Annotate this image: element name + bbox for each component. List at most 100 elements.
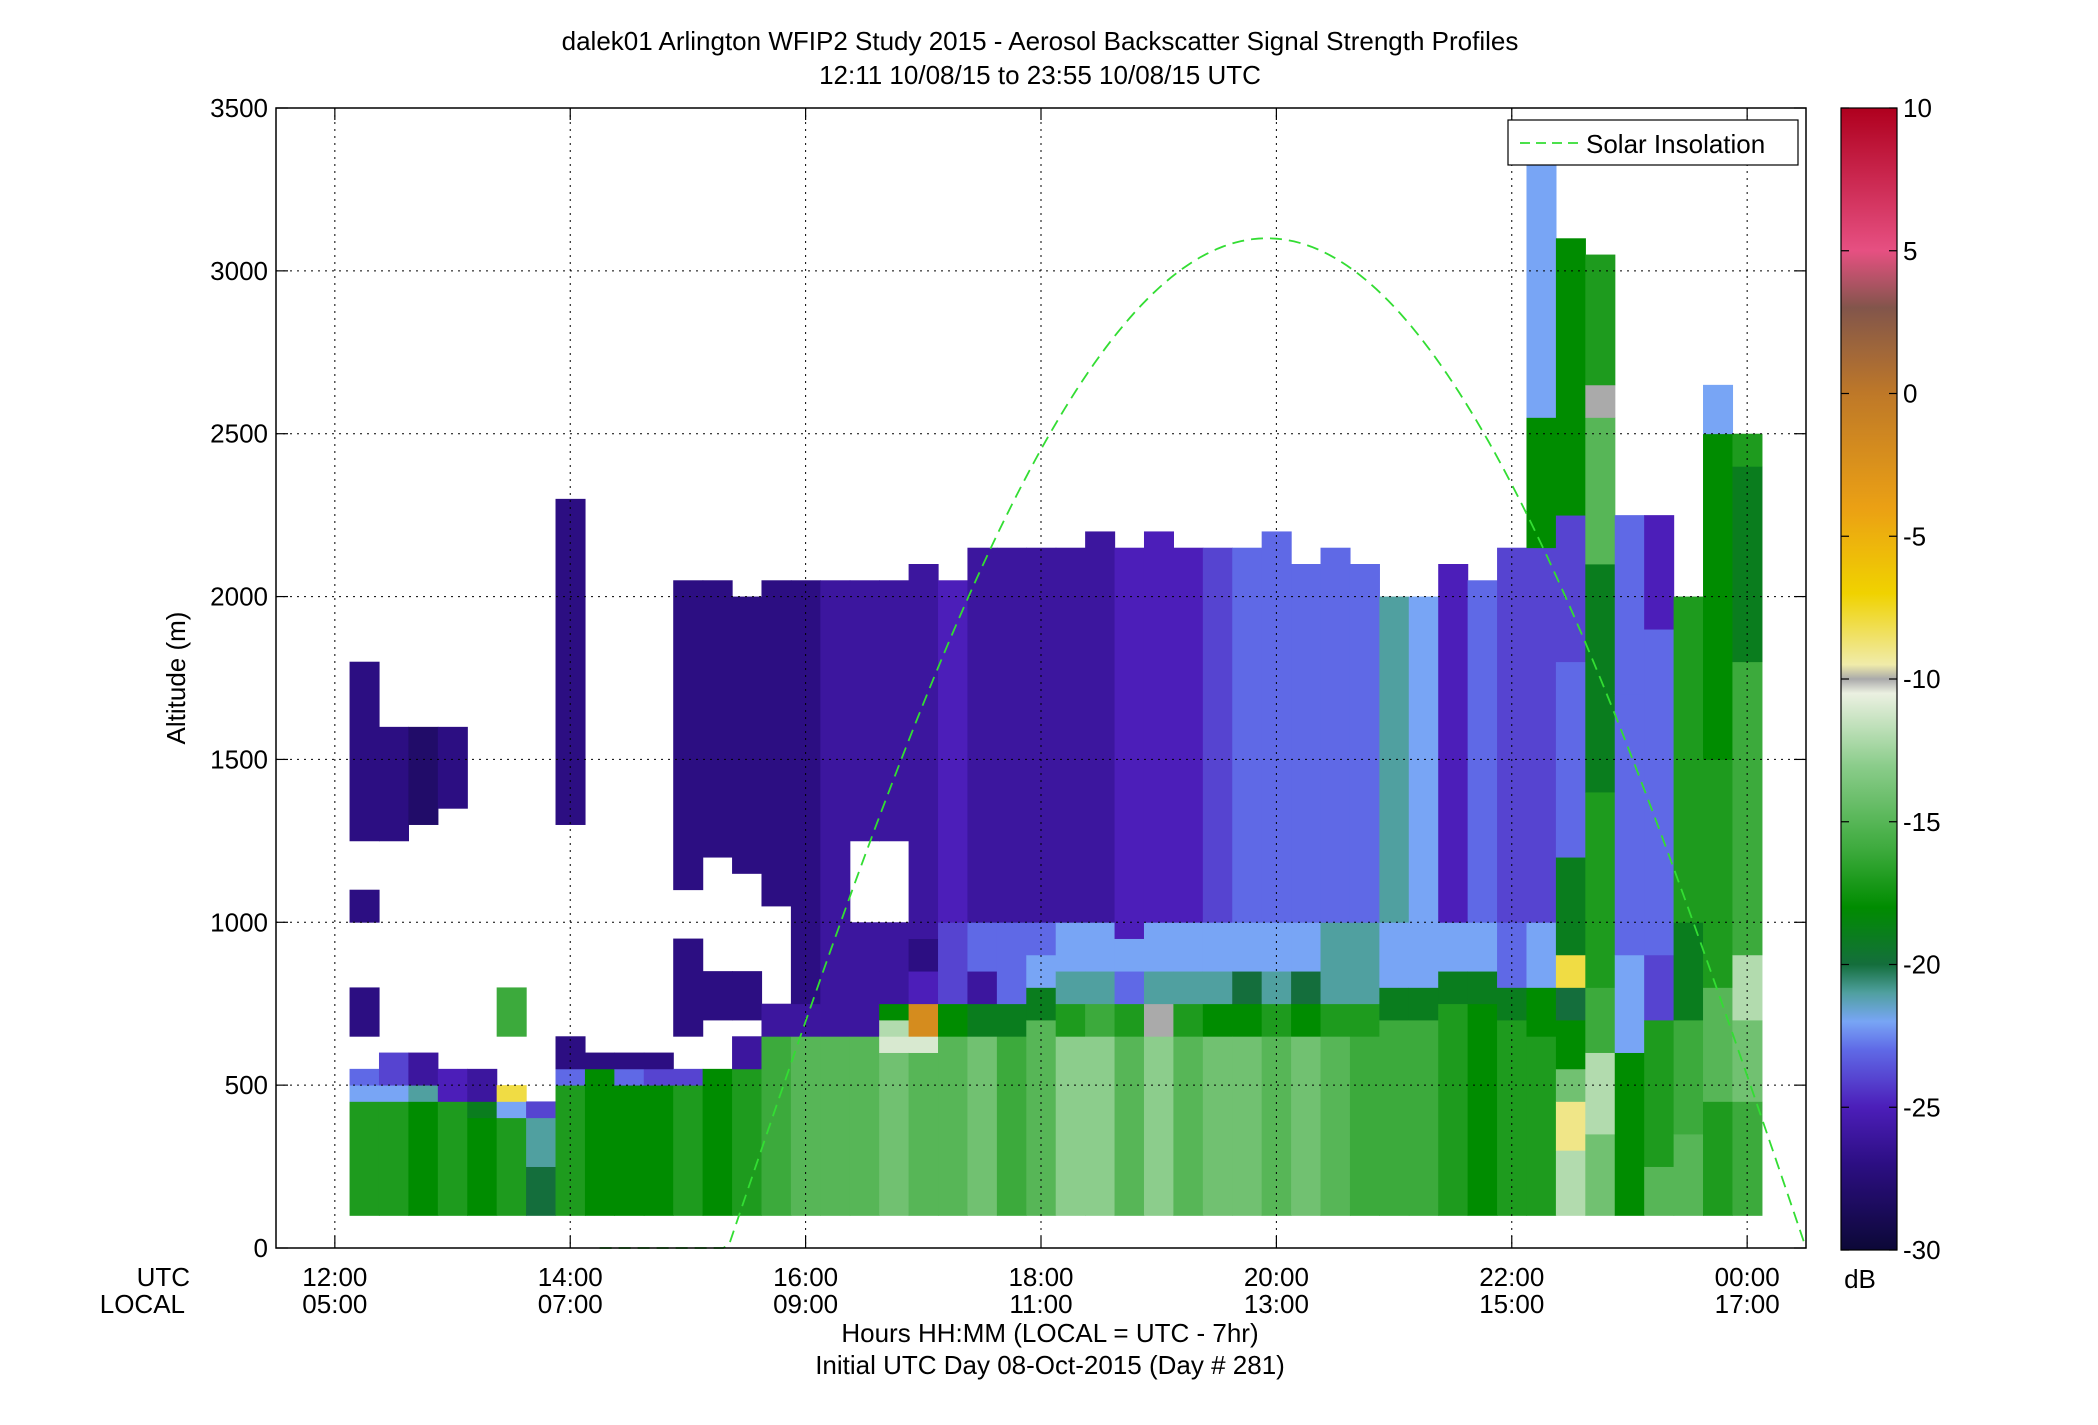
heatmap-cell bbox=[849, 922, 880, 988]
y-tick-label: 500 bbox=[225, 1070, 268, 1100]
chart-title: dalek01 Arlington WFIP2 Study 2015 - Aer… bbox=[562, 26, 1519, 56]
x-tick-label-utc: 12:00 bbox=[302, 1262, 367, 1292]
heatmap-cell bbox=[1143, 922, 1174, 972]
legend: Solar Insolation bbox=[1507, 119, 1799, 166]
heatmap-cell bbox=[467, 1101, 498, 1119]
colorbar-gradient bbox=[1841, 108, 1897, 1250]
heatmap-cell bbox=[1173, 1036, 1204, 1216]
heatmap-cell bbox=[1555, 987, 1586, 1021]
heatmap-cell bbox=[879, 971, 910, 1005]
heatmap-cell bbox=[820, 580, 851, 1005]
heatmap-cell bbox=[1232, 1036, 1263, 1216]
heatmap-cell bbox=[614, 1068, 645, 1086]
heatmap-cell bbox=[1467, 971, 1498, 1005]
heatmap-cell bbox=[1673, 922, 1704, 1021]
heatmap-cell bbox=[761, 1036, 792, 1216]
heatmap-cell bbox=[849, 1036, 880, 1216]
heatmap-cell bbox=[938, 1036, 969, 1216]
heatmap-cell bbox=[1261, 922, 1292, 972]
heatmap-cell bbox=[673, 1085, 704, 1216]
heatmap-cell bbox=[1349, 564, 1380, 923]
heatmap-cell bbox=[555, 1036, 586, 1070]
heatmap-cell bbox=[1085, 531, 1116, 923]
heatmap-cell bbox=[967, 922, 998, 972]
heatmap-cell bbox=[1555, 238, 1586, 516]
heatmap-cell bbox=[1173, 547, 1204, 923]
heatmap-cell bbox=[1320, 547, 1351, 923]
heatmap-cell bbox=[1526, 547, 1557, 923]
heatmap-cell bbox=[1055, 547, 1086, 923]
heatmap-cells bbox=[349, 156, 1763, 1216]
x-tick-label-utc: 18:00 bbox=[1008, 1262, 1073, 1292]
heatmap-cell bbox=[349, 1085, 380, 1102]
heatmap-cell bbox=[702, 1068, 733, 1216]
heatmap-cell bbox=[996, 971, 1027, 1005]
x-tick-label-utc: 16:00 bbox=[773, 1262, 838, 1292]
heatmap-cell bbox=[1526, 417, 1557, 549]
colorbar-tick-label: 10 bbox=[1903, 93, 1932, 123]
heatmap-cell bbox=[496, 1117, 527, 1216]
heatmap-cell bbox=[1173, 1003, 1204, 1037]
heatmap-cell bbox=[1320, 1036, 1351, 1216]
heatmap-cell bbox=[1673, 1134, 1704, 1216]
heatmap-cell bbox=[1555, 857, 1586, 956]
heatmap-cell bbox=[526, 1117, 557, 1167]
heatmap-cell bbox=[1291, 1036, 1322, 1216]
heatmap-cell bbox=[1320, 922, 1351, 972]
heatmap-cell bbox=[967, 547, 998, 923]
heatmap-cell bbox=[1673, 596, 1704, 923]
heatmap-cell bbox=[1497, 987, 1528, 1021]
heatmap-cell bbox=[1114, 938, 1145, 972]
heatmap-cell bbox=[938, 1003, 969, 1037]
heatmap-cell bbox=[820, 1003, 851, 1037]
heatmap-cell bbox=[1232, 971, 1263, 1005]
heatmap-cell bbox=[1085, 971, 1116, 1005]
heatmap-cell bbox=[1555, 1101, 1586, 1151]
y-tick-label: 0 bbox=[254, 1233, 268, 1263]
heatmap-cell bbox=[1497, 547, 1528, 923]
heatmap-cell bbox=[1614, 1052, 1645, 1216]
heatmap-cell bbox=[1026, 987, 1057, 1021]
heatmap-cell bbox=[1526, 922, 1557, 988]
heatmap-cell bbox=[1732, 954, 1763, 1021]
heatmap-cell bbox=[496, 1085, 527, 1102]
heatmap-cell bbox=[643, 1052, 674, 1070]
heatmap-cell bbox=[349, 661, 380, 842]
colorbar-tick-label: 5 bbox=[1903, 236, 1917, 266]
heatmap-cell bbox=[908, 564, 939, 939]
heatmap-cell bbox=[702, 580, 733, 858]
heatmap-cell bbox=[1438, 1003, 1469, 1216]
heatmap-cell bbox=[1055, 971, 1086, 1005]
heatmap-cell bbox=[349, 889, 380, 923]
heatmap-cell bbox=[1085, 1036, 1116, 1216]
chart-subtitle: 12:11 10/08/15 to 23:55 10/08/15 UTC bbox=[819, 60, 1261, 90]
x-tick-label-local: 17:00 bbox=[1715, 1289, 1780, 1319]
heatmap-cell bbox=[1585, 1134, 1616, 1216]
heatmap-cell bbox=[1114, 971, 1145, 1005]
y-tick-label: 2500 bbox=[210, 419, 268, 449]
heatmap-cell bbox=[761, 580, 792, 907]
heatmap-cell bbox=[1349, 1036, 1380, 1216]
y-tick-label: 1000 bbox=[210, 907, 268, 937]
colorbar-tick-label: -20 bbox=[1903, 950, 1941, 980]
heatmap-cell bbox=[673, 1068, 704, 1086]
axis-ticks bbox=[276, 107, 1806, 1249]
heatmap-cell bbox=[938, 971, 969, 1005]
plot-area bbox=[275, 107, 1807, 1249]
heatmap-cell bbox=[1467, 922, 1498, 972]
colorbar-tick-label: -15 bbox=[1903, 807, 1941, 837]
heatmap-cell bbox=[879, 1003, 910, 1021]
heatmap-cell bbox=[879, 1036, 910, 1053]
heatmap-cell bbox=[673, 938, 704, 1037]
heatmap-cell bbox=[437, 1101, 468, 1216]
heatmap-cell bbox=[1555, 515, 1586, 663]
heatmap-cell bbox=[1408, 1020, 1439, 1216]
heatmap-cell bbox=[1202, 1036, 1233, 1216]
heatmap-cell bbox=[1555, 1150, 1586, 1216]
x-tick-label-local: 11:00 bbox=[1009, 1289, 1072, 1319]
heatmap-cell bbox=[1114, 1036, 1145, 1216]
y-tick-label: 3500 bbox=[210, 93, 268, 123]
heatmap-cell bbox=[967, 1036, 998, 1216]
heatmap-cell bbox=[996, 547, 1027, 923]
